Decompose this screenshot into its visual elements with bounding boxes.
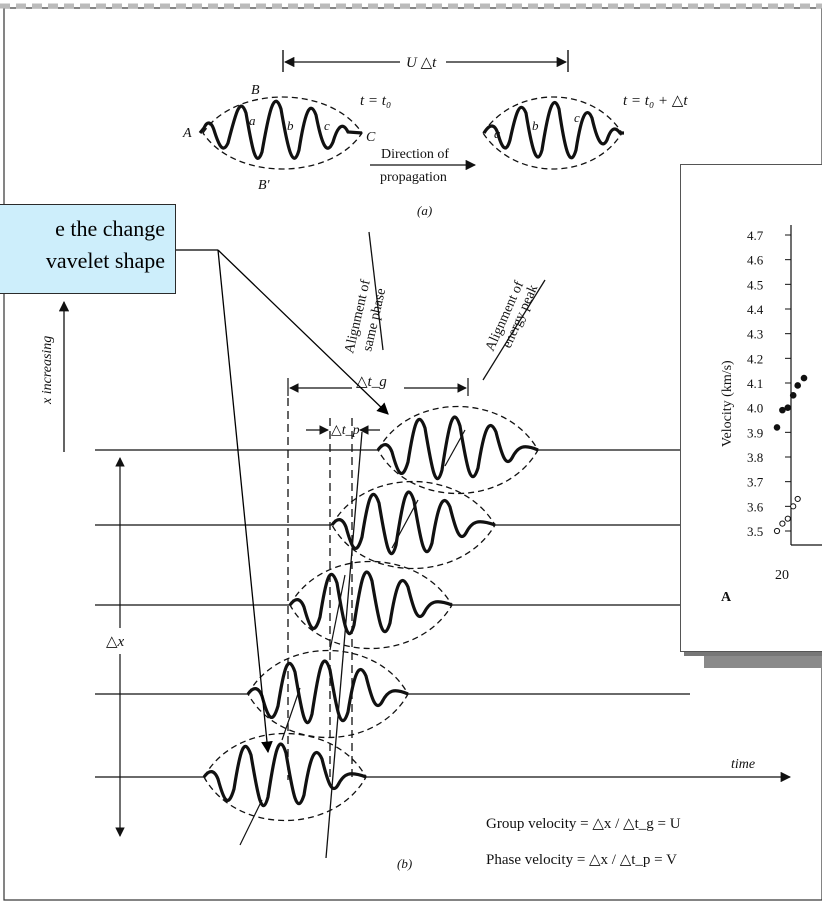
- inset-data-point: [794, 495, 801, 503]
- inset-points: [773, 374, 808, 535]
- svg-text:a: a: [494, 126, 501, 141]
- dx-label: △x: [106, 634, 125, 650]
- svg-text:A: A: [182, 126, 192, 141]
- inset-y-tick-label: 3.9: [747, 425, 763, 440]
- figure-frame: [3, 7, 822, 901]
- callout-note: e the change vavelet shape: [0, 204, 176, 294]
- inset-y-tick-label: 4.6: [747, 253, 764, 268]
- inset-y-tick-label: 4.5: [747, 277, 763, 292]
- callout-arrow-2: [217, 249, 273, 754]
- inset-ticks: 4.7 4.6 4.5 4.4 4.3 4.2 4.1 4.0 3.9 3.8 3.7 3.6 3.5: [747, 228, 791, 539]
- x-increasing-label: x increasing: [40, 336, 55, 405]
- dt-g-label: △t_g: [356, 374, 387, 390]
- inset-y-label: Velocity (km/s): [720, 360, 735, 447]
- inset-data-point: [784, 404, 792, 411]
- svg-text:a: a: [249, 113, 256, 128]
- inset-y-tick-label: 3.8: [747, 450, 763, 465]
- t1-label: t = t₀ + △t: [623, 93, 688, 109]
- inset-y-tick-label: 3.5: [747, 524, 763, 539]
- group-velocity-formula: Group velocity = △x / △t_g = U: [486, 816, 681, 832]
- inset-data-point: [800, 374, 808, 382]
- inset-y-tick-label: 4.7: [747, 228, 764, 243]
- inset-shadow: [704, 650, 822, 668]
- phase-alignment-line: [325, 431, 363, 859]
- u-dt-label: U △t: [406, 55, 437, 71]
- direction-label-2: propagation: [380, 170, 447, 185]
- wavelet-a-left: A B B' C a b c: [182, 83, 376, 193]
- panel-b-caption: (b): [397, 856, 412, 871]
- inset-y-tick-label: 4.2: [747, 351, 763, 366]
- callout-arrow-1: [217, 249, 389, 415]
- wavelet-a-right: a b c: [482, 96, 624, 170]
- inset-data-point: [794, 382, 801, 389]
- inset-y-tick-label: 4.4: [747, 302, 764, 317]
- callout-line-2: vavelet shape: [45, 248, 165, 273]
- trace-3: [95, 560, 690, 651]
- trace-1: [95, 405, 690, 495]
- svg-text:b: b: [532, 118, 539, 133]
- time-label: time: [731, 757, 755, 772]
- trace-2: [95, 480, 690, 570]
- inset-data-point: [773, 527, 781, 535]
- svg-text:B': B': [258, 178, 271, 193]
- callout-line-1: e the change: [55, 216, 165, 241]
- t0-label: t = t₀: [360, 93, 391, 109]
- inset-y-tick-label: 4.1: [747, 376, 763, 391]
- svg-text:c: c: [574, 110, 580, 125]
- panel-a: U △t A B B' C a b c t = t₀ a b c t = t₀ …: [182, 50, 688, 218]
- inset-y-tick-label: 4.0: [747, 401, 763, 416]
- trace-5: [95, 732, 792, 846]
- svg-text:C: C: [366, 130, 376, 145]
- inset-chart: Velocity (km/s) 4.7 4.6 4.5 4.4 4.3 4.2 4.1 4.0…: [680, 164, 822, 652]
- inset-x-tick-20: 20: [775, 568, 789, 583]
- inset-axis: [790, 225, 822, 546]
- inset-y-tick-label: 3.7: [747, 475, 764, 490]
- inset-chart-svg: Velocity (km/s) 4.7 4.6 4.5 4.4 4.3 4.2 4.1 4.0…: [720, 225, 822, 605]
- direction-label-1: Direction of: [381, 147, 449, 162]
- phase-velocity-formula: Phase velocity = △x / △t_p = V: [486, 852, 677, 868]
- inset-data-point: [779, 406, 786, 414]
- inset-y-tick-label: 3.6: [747, 499, 764, 514]
- svg-text:B: B: [251, 83, 260, 98]
- svg-text:c: c: [324, 118, 330, 133]
- panel-a-caption: (a): [417, 203, 432, 218]
- inset-data-point: [779, 520, 786, 527]
- inset-data-point: [790, 503, 797, 510]
- trace-4: [95, 649, 690, 741]
- inset-data-point: [784, 515, 791, 522]
- inset-y-tick-label: 4.3: [747, 327, 763, 342]
- inset-data-point: [773, 424, 781, 431]
- inset-panel-label: A: [721, 590, 732, 605]
- svg-text:b: b: [287, 118, 294, 133]
- dt-p-label: △t_p: [331, 423, 360, 438]
- inset-data-point: [789, 392, 797, 399]
- panel-b: x increasing Alignment of same phase Ali…: [40, 231, 792, 871]
